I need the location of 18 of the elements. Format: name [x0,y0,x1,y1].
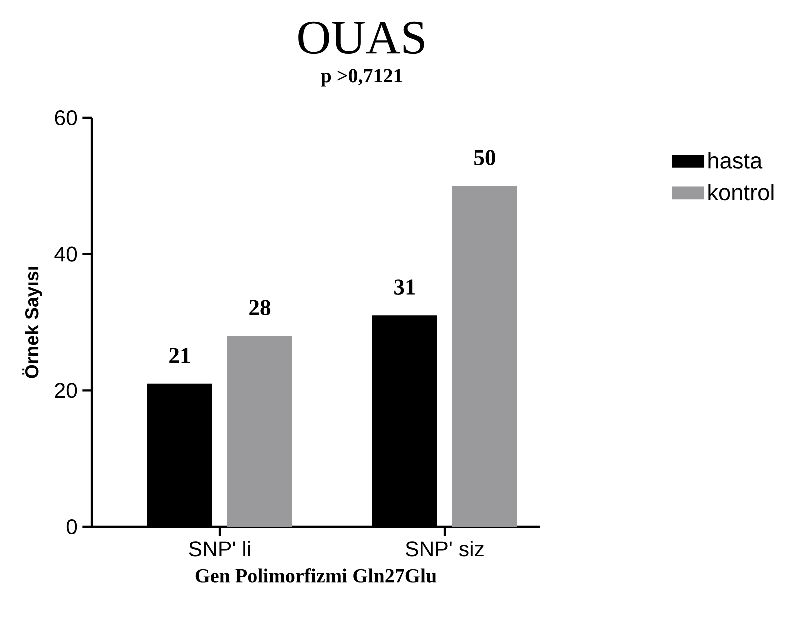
x-tick-label: SNP' siz [406,541,484,557]
y-axis-title: Örnek Sayısı [22,267,42,378]
data-label: 28 [250,300,271,316]
bar [452,186,518,527]
chart-title: OUAS [298,22,424,54]
y-tick-label: 20 [55,383,78,398]
chart-subtitle: p >0,7121 [320,69,402,87]
data-label: 31 [394,280,416,295]
legend-label: kontrol [708,184,774,201]
y-tick-label: 0 [66,519,78,535]
data-label: 50 [474,150,496,166]
y-tick-label: 60 [55,110,78,126]
x-axis-title: Gen Polimorfizmi Gln27Glu [196,568,437,583]
legend-label: hasta [708,152,763,169]
y-tick-label: 40 [54,246,78,262]
data-label: 21 [170,348,190,364]
bar [228,336,292,527]
x-tick-label: SNP' li [189,541,250,557]
